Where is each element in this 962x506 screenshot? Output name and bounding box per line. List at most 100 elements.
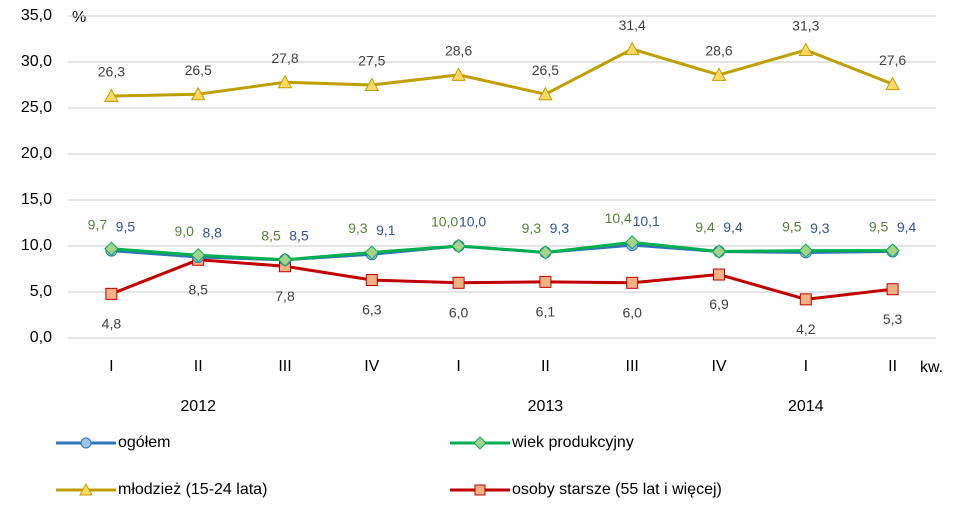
value-label: 9,1 xyxy=(376,222,396,238)
y-tick-label: 20,0 xyxy=(21,145,52,162)
y-tick-label: 35,0 xyxy=(21,7,52,24)
legend-marker xyxy=(80,437,92,449)
value-label: 27,6 xyxy=(879,52,906,68)
data-point xyxy=(624,235,640,250)
value-label: 31,3 xyxy=(792,18,819,34)
x-tick-label: III xyxy=(278,358,291,375)
x-tick-label: I xyxy=(456,358,460,375)
data-point xyxy=(538,86,553,101)
year-label: 2014 xyxy=(788,398,824,415)
data-point xyxy=(713,268,725,281)
y-tick-label: 5,0 xyxy=(30,283,52,300)
data-point xyxy=(626,276,639,289)
value-label: 6,0 xyxy=(622,305,642,321)
value-label: 9,7 xyxy=(88,216,108,232)
y-tick-label: 30,0 xyxy=(21,53,52,70)
y-tick-label: 25,0 xyxy=(21,99,52,116)
y-unit: % xyxy=(72,9,86,26)
value-label: 27,8 xyxy=(271,50,298,66)
data-point xyxy=(885,76,900,91)
year-label: 2013 xyxy=(528,398,564,415)
value-label: 27,5 xyxy=(358,53,385,69)
x-tick-label: I xyxy=(804,358,808,375)
series-line xyxy=(110,258,893,301)
value-label: 6,0 xyxy=(449,305,469,321)
legend-label: młodzież (15-24 lata) xyxy=(118,481,267,498)
legend-label: osoby starsze (55 lat i więcej) xyxy=(512,481,722,498)
value-label: 26,5 xyxy=(185,62,212,78)
data-point xyxy=(886,283,899,296)
x-tick-label: I xyxy=(109,358,113,375)
x-tick-label: II xyxy=(194,358,203,375)
data-point xyxy=(799,293,812,306)
value-label: 9,3 xyxy=(810,220,830,236)
value-label: 9,5 xyxy=(869,218,889,234)
legend-marker xyxy=(79,482,93,496)
value-label: 4,2 xyxy=(796,321,816,337)
legend-marker xyxy=(473,436,487,450)
data-point xyxy=(539,275,552,288)
value-label: 26,5 xyxy=(532,62,559,78)
legend-label: ogółem xyxy=(118,434,170,451)
value-label: 8,8 xyxy=(202,225,222,241)
data-point xyxy=(277,74,293,89)
data-point xyxy=(364,77,380,91)
data-point xyxy=(798,42,814,57)
value-label: 28,6 xyxy=(445,43,472,59)
data-point xyxy=(711,67,727,81)
x-unit: kw. xyxy=(920,359,943,376)
data-point xyxy=(451,238,466,254)
value-label: 5,3 xyxy=(883,311,903,327)
x-tick-label: IV xyxy=(711,358,726,375)
value-label: 8,5 xyxy=(289,228,309,244)
data-point xyxy=(711,244,727,259)
data-point xyxy=(624,41,640,56)
value-label: 6,3 xyxy=(362,302,382,318)
y-tick-label: 15,0 xyxy=(21,191,52,208)
value-label: 6,9 xyxy=(709,296,729,312)
data-point xyxy=(105,287,118,300)
value-label: 10,0 xyxy=(459,214,486,230)
data-point xyxy=(190,86,206,101)
data-point xyxy=(190,247,206,263)
value-label: 9,0 xyxy=(174,223,194,239)
data-point xyxy=(885,243,900,258)
value-label: 9,5 xyxy=(116,218,136,234)
data-point xyxy=(277,252,293,268)
data-point xyxy=(364,245,380,260)
value-label: 9,3 xyxy=(550,220,570,236)
value-label: 9,5 xyxy=(782,218,802,234)
value-label: 8,5 xyxy=(188,282,208,298)
value-label: 9,4 xyxy=(695,219,715,235)
value-label: 28,6 xyxy=(705,43,732,59)
data-point xyxy=(798,243,814,258)
x-tick-label: II xyxy=(888,358,897,375)
y-tick-label: 0,0 xyxy=(30,329,52,346)
series-line xyxy=(111,240,893,262)
value-label: 8,5 xyxy=(261,228,281,244)
value-label: 6,1 xyxy=(536,304,556,320)
data-point xyxy=(104,241,119,256)
value-label: 9,3 xyxy=(348,220,368,236)
value-label: 4,8 xyxy=(102,316,122,332)
value-label: 9,3 xyxy=(522,220,542,236)
legend-marker xyxy=(474,484,486,496)
x-tick-label: IV xyxy=(364,358,379,375)
value-label: 9,4 xyxy=(723,219,743,235)
legend-label: wiek produkcyjny xyxy=(511,434,634,451)
year-label: 2012 xyxy=(180,398,216,415)
x-tick-label: II xyxy=(541,358,550,375)
value-label: 10,4 xyxy=(605,210,632,226)
value-label: 10,0 xyxy=(431,214,458,230)
data-point xyxy=(451,67,466,81)
series-line xyxy=(111,47,894,98)
value-label: 31,4 xyxy=(619,17,646,33)
value-label: 9,4 xyxy=(897,219,917,235)
value-label: 10,1 xyxy=(633,213,660,229)
y-tick-label: 10,0 xyxy=(21,237,52,254)
data-point xyxy=(104,88,119,103)
data-point xyxy=(365,274,378,287)
data-point xyxy=(452,276,465,289)
